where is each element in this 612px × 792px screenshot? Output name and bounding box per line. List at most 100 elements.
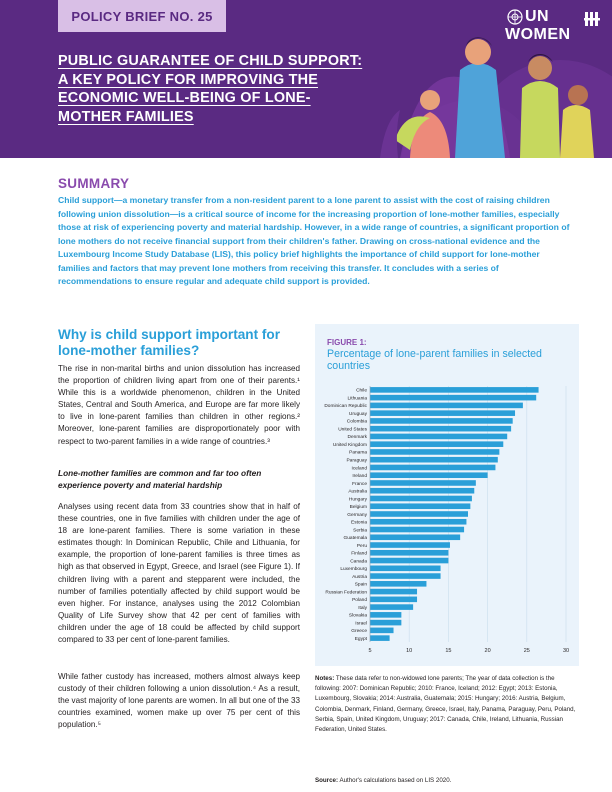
category-label: Luxembourg: [340, 566, 367, 572]
un-emblem-icon: [507, 9, 523, 25]
source-label: Source:: [315, 777, 339, 784]
category-label: Belgium: [350, 504, 367, 510]
bar: [370, 604, 414, 610]
category-label: Ireland: [352, 473, 367, 479]
category-label: Chile: [356, 388, 367, 394]
body-paragraph: While father custody has increased, moth…: [58, 672, 300, 730]
category-label: United States: [338, 426, 367, 432]
bar: [370, 627, 394, 634]
category-label: United Kingdom: [333, 442, 367, 448]
x-tick-label: 5: [368, 648, 371, 654]
bar: [370, 612, 402, 618]
category-label: Poland: [352, 597, 367, 603]
x-tick-label: 30: [563, 648, 569, 654]
category-label: Iceland: [352, 465, 368, 471]
summary-paragraph: Child support—a monetary transfer from a…: [58, 195, 570, 286]
logo-text-un: UN: [525, 8, 550, 25]
bar: [370, 495, 472, 502]
x-tick-label: 10: [406, 648, 412, 654]
bar: [370, 511, 468, 517]
bar: [370, 402, 523, 409]
un-women-logo: UN WOMEN: [505, 8, 605, 50]
category-label: Slovakia: [349, 613, 367, 619]
category-label: Estonia: [351, 520, 367, 526]
bar: [370, 588, 418, 595]
category-label: Denmark: [348, 434, 368, 440]
subsection-heading: Lone-mother families are common and far …: [58, 468, 262, 490]
category-label: Panama: [349, 450, 367, 456]
category-label: Israel: [355, 620, 367, 626]
bar: [370, 433, 508, 440]
category-label: Germany: [347, 512, 367, 518]
bar: [370, 596, 418, 603]
category-label: Lithuania: [348, 395, 368, 401]
category-label: Australia: [348, 489, 367, 495]
category-label: Egypt: [355, 636, 368, 642]
bar: [370, 464, 496, 471]
x-tick-label: 15: [445, 648, 451, 654]
title-line: A KEY POLICY FOR IMPROVING THE: [58, 71, 318, 88]
bar: [370, 480, 476, 486]
bar: [370, 635, 390, 641]
bar: [370, 418, 513, 424]
bar: [370, 503, 471, 510]
source-text: Author's calculations based on LIS 2020.: [339, 777, 452, 784]
bar: [370, 425, 512, 432]
category-label: Paraguay: [346, 457, 367, 463]
bar: [370, 581, 427, 587]
category-label: Canada: [350, 558, 367, 564]
title-line: PUBLIC GUARANTEE OF CHILD SUPPORT:: [58, 53, 363, 69]
category-label: Serbia: [353, 527, 367, 533]
category-label: Peru: [357, 543, 367, 549]
logo-text-women: WOMEN: [505, 26, 571, 43]
category-label: Russian Federation: [325, 589, 367, 595]
figure-source: Source: Author's calculations based on L…: [315, 777, 579, 784]
title-line: MOTHER FAMILIES: [58, 108, 194, 125]
bar: [370, 619, 402, 626]
bar: [370, 441, 504, 447]
section-heading: Why is child support important for lone-…: [58, 327, 281, 358]
header-banner: POLICY BRIEF NO. 25 PUBLIC GUARANTEE OF …: [0, 0, 612, 158]
category-label: Italy: [358, 605, 367, 611]
body-paragraph: The rise in non-marital births and union…: [58, 364, 300, 446]
summary-heading: SUMMARY: [58, 176, 130, 191]
notes-text: These data refer to non-widowed lone par…: [315, 675, 576, 734]
figure-label: FIGURE 1:: [327, 338, 367, 347]
category-label: Hungary: [349, 496, 368, 502]
bar: [370, 456, 498, 463]
notes-label: Notes:: [315, 675, 335, 682]
header-illustration: [380, 37, 612, 158]
body-paragraph: Analyses using recent data from 33 count…: [58, 502, 300, 645]
bar: [370, 542, 450, 548]
category-label: Colombia: [347, 419, 368, 425]
x-tick-label: 25: [524, 648, 530, 654]
category-label: Greece: [351, 628, 367, 634]
bar: [370, 518, 467, 525]
x-tick-label: 20: [485, 648, 491, 654]
category-label: Uruguay: [349, 411, 368, 417]
category-label: Austria: [352, 574, 367, 580]
category-label: Dominican Republic: [324, 403, 367, 409]
figure-title: Percentage of lone-parent families in se…: [327, 348, 542, 372]
bar: [370, 394, 537, 401]
figure-panel: [315, 324, 579, 666]
bar: [370, 472, 488, 479]
figure-notes: Notes: These data refer to non-widowed l…: [315, 674, 579, 735]
bar: [370, 565, 441, 572]
bar: [370, 534, 461, 541]
category-label: Spain: [355, 582, 368, 588]
bar: [370, 449, 500, 455]
bar: [370, 549, 449, 556]
category-label: Guatemala: [344, 535, 368, 541]
title-line: ECONOMIC WELL-BEING OF LONE-: [58, 90, 311, 106]
bar: [370, 387, 539, 393]
bar: [370, 487, 475, 494]
bar: [370, 410, 516, 416]
category-label: Finland: [351, 551, 367, 557]
category-label: France: [352, 481, 367, 487]
bar: [370, 573, 441, 579]
bar: [370, 526, 465, 533]
women-symbol-icon: [584, 12, 600, 26]
policy-brief-number: POLICY BRIEF NO. 25: [58, 0, 226, 32]
